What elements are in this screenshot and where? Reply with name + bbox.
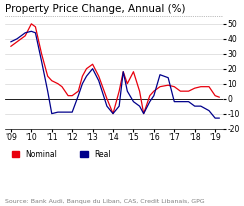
Text: Property Price Change, Annual (%): Property Price Change, Annual (%) bbox=[5, 4, 185, 14]
Legend: Nominal, Real: Nominal, Real bbox=[9, 147, 114, 162]
Text: Source: Bank Audi, Banque du Liban, CAS, Credit Libanais, GPG: Source: Bank Audi, Banque du Liban, CAS,… bbox=[5, 199, 204, 204]
